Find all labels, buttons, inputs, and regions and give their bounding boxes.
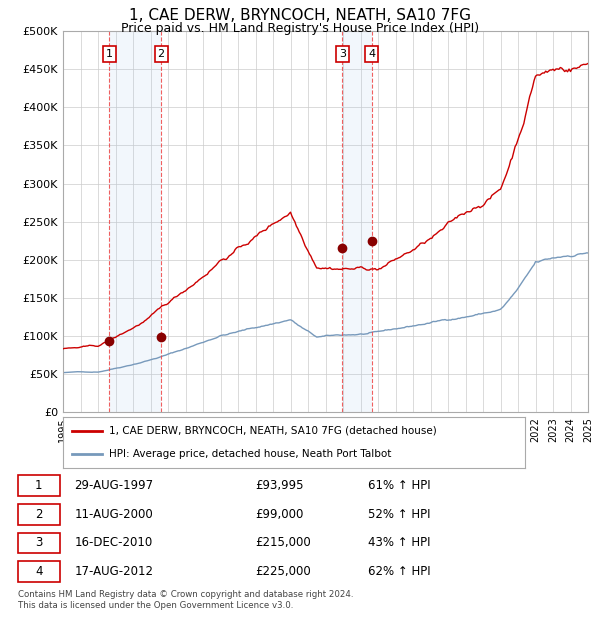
Text: 1, CAE DERW, BRYNCOCH, NEATH, SA10 7FG: 1, CAE DERW, BRYNCOCH, NEATH, SA10 7FG — [129, 8, 471, 23]
FancyBboxPatch shape — [18, 504, 60, 525]
FancyBboxPatch shape — [18, 475, 60, 496]
Text: 2: 2 — [158, 49, 165, 59]
Text: 4: 4 — [368, 49, 375, 59]
Bar — [343, 31, 371, 412]
FancyBboxPatch shape — [18, 533, 60, 553]
Text: 29-AUG-1997: 29-AUG-1997 — [74, 479, 154, 492]
Text: 1: 1 — [106, 49, 113, 59]
Bar — [109, 31, 161, 412]
Text: 61% ↑ HPI: 61% ↑ HPI — [368, 479, 430, 492]
Text: £225,000: £225,000 — [255, 565, 311, 578]
Text: HPI: Average price, detached house, Neath Port Talbot: HPI: Average price, detached house, Neat… — [109, 450, 392, 459]
Text: £99,000: £99,000 — [255, 508, 303, 521]
Text: 3: 3 — [35, 536, 43, 549]
Text: 16-DEC-2010: 16-DEC-2010 — [74, 536, 152, 549]
Text: 2: 2 — [35, 508, 43, 521]
Text: Contains HM Land Registry data © Crown copyright and database right 2024.
This d: Contains HM Land Registry data © Crown c… — [18, 590, 353, 609]
Text: Price paid vs. HM Land Registry's House Price Index (HPI): Price paid vs. HM Land Registry's House … — [121, 22, 479, 35]
Text: 52% ↑ HPI: 52% ↑ HPI — [368, 508, 430, 521]
Text: £215,000: £215,000 — [255, 536, 311, 549]
Text: 17-AUG-2012: 17-AUG-2012 — [74, 565, 154, 578]
Text: 11-AUG-2000: 11-AUG-2000 — [74, 508, 153, 521]
FancyBboxPatch shape — [18, 561, 60, 582]
Text: 1: 1 — [35, 479, 43, 492]
Text: 62% ↑ HPI: 62% ↑ HPI — [368, 565, 430, 578]
Text: 43% ↑ HPI: 43% ↑ HPI — [368, 536, 430, 549]
Text: 4: 4 — [35, 565, 43, 578]
Text: 3: 3 — [339, 49, 346, 59]
Text: £93,995: £93,995 — [255, 479, 304, 492]
Text: 1, CAE DERW, BRYNCOCH, NEATH, SA10 7FG (detached house): 1, CAE DERW, BRYNCOCH, NEATH, SA10 7FG (… — [109, 426, 437, 436]
